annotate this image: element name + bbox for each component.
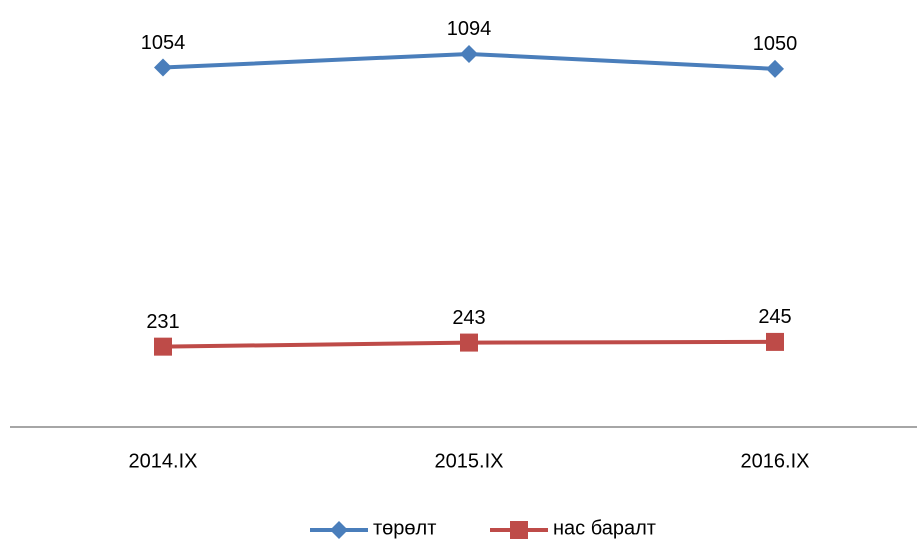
legend-label: нас баралт [553, 517, 656, 539]
point [460, 44, 478, 63]
data-label: 245 [758, 306, 791, 328]
x-tick-label: 2016.IX [741, 450, 810, 472]
data-label: 243 [452, 307, 485, 329]
x-tick-label: 2015.IX [435, 450, 504, 472]
data-label: 1050 [753, 33, 798, 55]
data-label: 1054 [141, 32, 186, 54]
point [154, 58, 172, 77]
point [460, 333, 478, 352]
x-tick-label: 2014.IX [129, 450, 198, 472]
legend-marker [510, 521, 528, 539]
point [154, 337, 172, 356]
data-label: 231 [146, 311, 179, 333]
point [766, 59, 784, 78]
legend-marker [330, 521, 348, 539]
point [766, 332, 784, 351]
legend-label: төрөлт [373, 517, 436, 539]
data-label: 1094 [447, 18, 492, 40]
